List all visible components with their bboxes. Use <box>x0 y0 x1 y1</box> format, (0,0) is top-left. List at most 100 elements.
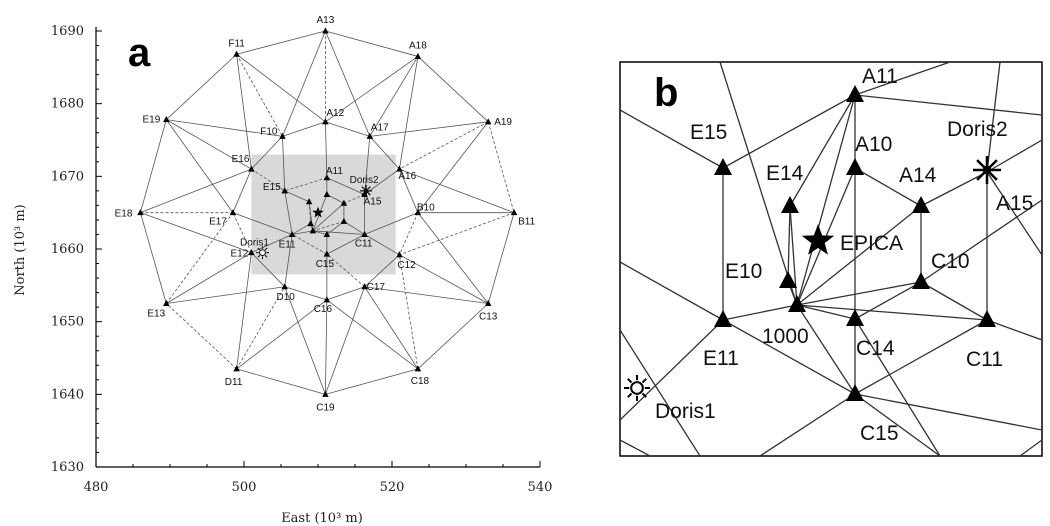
inset-doris2-asterisk-icon <box>973 156 1001 184</box>
y-tick-label: 1680 <box>51 97 84 112</box>
inset-edge <box>796 304 988 321</box>
inset-edge <box>787 205 791 282</box>
inset-edge <box>854 94 1042 116</box>
x-tick-label: 500 <box>232 480 257 495</box>
network-edge <box>417 121 489 213</box>
inset-doris1-label: Doris1 <box>655 400 716 423</box>
y-tick-label: 1630 <box>51 460 84 475</box>
network-edge <box>166 119 283 137</box>
network-edge <box>326 286 365 301</box>
network-edge <box>140 212 167 304</box>
inset-edge <box>620 439 651 456</box>
doris2-label: Doris2 <box>350 175 379 186</box>
inset-edge <box>722 319 856 395</box>
network-edge <box>325 121 370 137</box>
station-label: E19 <box>143 115 161 126</box>
inset-station-label: C14 <box>856 337 895 360</box>
network-edge <box>312 221 345 232</box>
network-edge <box>417 303 489 370</box>
network-edge <box>282 121 326 137</box>
panel-b-frame <box>619 61 1043 457</box>
station-label: E18 <box>115 209 133 220</box>
network-edge <box>312 202 345 232</box>
network-edge <box>326 194 345 204</box>
station-triangle-c12 <box>396 251 403 258</box>
inset-edge <box>722 94 856 169</box>
network-edge <box>399 212 515 256</box>
station-triangle-b10 <box>414 209 422 216</box>
y-tick-label: 1660 <box>51 242 84 257</box>
network-edge <box>364 212 419 235</box>
inset-edge <box>796 94 856 306</box>
inset-edge <box>854 62 951 96</box>
asterisk-core <box>982 165 992 175</box>
panel-a-axes: 480 500 520 540 1630 1640 1650 1660 1670 1680 1690 <box>51 24 553 495</box>
station-triangle-c10 <box>340 217 348 224</box>
station-label: E15 <box>263 182 281 193</box>
inset-edge <box>796 205 922 306</box>
network-edge <box>369 121 489 137</box>
inset-station-triangle-c15 <box>846 384 864 401</box>
inset-station-triangle-1000 <box>788 295 806 312</box>
station-label: C17 <box>367 282 386 293</box>
inset-edge <box>789 94 856 207</box>
station-label: B10 <box>417 203 435 214</box>
inset-station-triangle-e15 <box>714 158 732 175</box>
station-triangle-c15 <box>323 250 331 257</box>
x-axis-title: East (10³ m) <box>281 511 363 526</box>
inset-station-label: A15 <box>996 192 1033 215</box>
network-edge <box>399 168 515 214</box>
inset-edge <box>1019 439 1042 456</box>
network-edge <box>251 136 283 170</box>
inset-edge <box>986 171 1042 256</box>
station-label: A17 <box>371 122 389 133</box>
network-edge <box>251 252 285 288</box>
highlight-region <box>251 154 396 275</box>
sun-ray <box>641 378 647 384</box>
station-triangle-e16 <box>248 165 255 172</box>
inset-station-triangle-e14 <box>781 196 799 213</box>
inset-station-triangle-c14 <box>846 309 864 326</box>
network-edge <box>232 212 293 235</box>
station-label: D11 <box>225 377 243 388</box>
network-edges <box>140 30 515 395</box>
station-triangle-e15 <box>281 187 288 194</box>
station-triangle-a12 <box>322 118 329 125</box>
inset-edge <box>719 62 798 306</box>
inset-edge <box>986 139 1042 173</box>
network-edge <box>326 234 365 255</box>
network-edge <box>165 119 234 213</box>
network-edge <box>140 212 252 254</box>
inset-edge <box>854 167 922 207</box>
inset-edge <box>796 304 856 395</box>
station-triangle-a10 <box>323 190 331 198</box>
network-edge <box>166 252 252 304</box>
station-label: D10 <box>277 292 296 303</box>
x-tick-label: 480 <box>84 480 109 495</box>
panel-b-letter: b <box>654 71 678 115</box>
network-edge <box>399 254 419 369</box>
network-edge <box>140 168 252 214</box>
asterisk-core <box>364 189 368 193</box>
station-label: C18 <box>411 376 430 387</box>
inset-edge <box>620 329 701 456</box>
inset-edge <box>854 281 922 320</box>
network-edge <box>236 252 252 369</box>
network-edge <box>232 212 252 253</box>
station-label: F10 <box>260 126 278 137</box>
network-edge <box>369 56 419 137</box>
network-edge <box>291 223 311 235</box>
inset-station-label: E15 <box>690 121 727 144</box>
y-tick-label: 1690 <box>51 24 84 39</box>
station-triangle-d11 <box>233 365 240 372</box>
network-edge <box>236 286 286 370</box>
sun-ray <box>264 255 268 258</box>
network-edge <box>308 201 311 224</box>
station-markers <box>137 27 518 397</box>
network-edge <box>364 234 400 256</box>
network-edge <box>325 56 419 123</box>
station-label: C12 <box>397 260 416 271</box>
network-edge <box>312 230 327 235</box>
station-label: C11 <box>355 238 373 249</box>
panel-b-zoomed-inset: A11 E15 A10 E14 A14 E10 C10 E11 1000 C14 C11 C15 A15… <box>619 61 1043 457</box>
